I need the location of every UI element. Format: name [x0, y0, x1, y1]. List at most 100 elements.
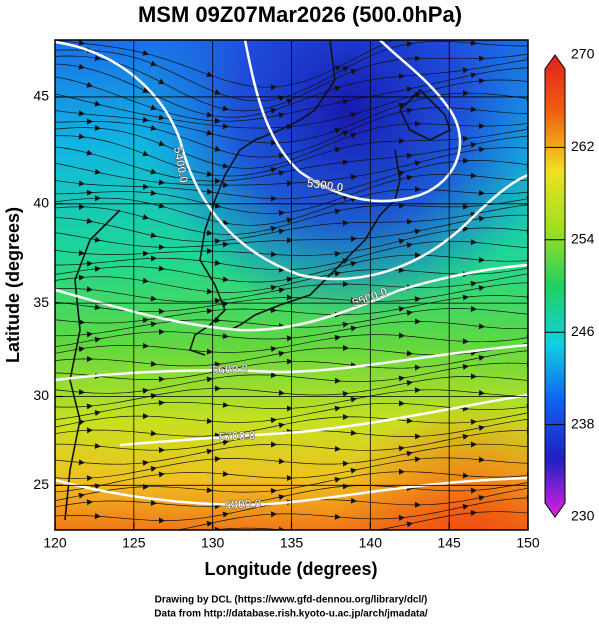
- x-tick-label: 140: [359, 535, 383, 551]
- stream-arrow: [206, 288, 213, 295]
- stream-arrow: [150, 60, 157, 67]
- stream-arrow: [470, 72, 477, 79]
- stream-arrow: [222, 439, 229, 446]
- coast-japan: [229, 149, 401, 331]
- stream-arrow: [206, 248, 213, 255]
- stream-arrow: [86, 355, 93, 362]
- streamline: [210, 511, 528, 530]
- stream-arrow: [406, 350, 413, 357]
- stream-arrow: [94, 195, 101, 202]
- stream-arrow: [94, 236, 101, 243]
- stream-arrow: [350, 112, 357, 118]
- stream-arrow: [414, 160, 421, 167]
- stream-arrow: [286, 405, 293, 412]
- stream-arrow: [406, 417, 413, 424]
- stream-arrow: [158, 179, 165, 186]
- stream-arrow: [142, 87, 149, 93]
- stream-arrow: [206, 521, 213, 527]
- stream-arrow: [334, 65, 341, 71]
- stream-arrow: [406, 380, 413, 387]
- stream-arrow: [150, 104, 157, 111]
- stream-arrow: [527, 29, 534, 36]
- streamline: [55, 40, 528, 102]
- streamline: [55, 173, 528, 214]
- colorbar-tick-label: 262: [571, 138, 595, 154]
- stream-arrow: [350, 396, 357, 403]
- x-tick-label: 130: [201, 535, 225, 551]
- stream-arrow: [86, 217, 93, 224]
- stream-arrow: [222, 182, 229, 189]
- stream-arrow: [470, 305, 477, 312]
- stream-arrow: [142, 413, 149, 420]
- stream-arrow: [206, 111, 213, 118]
- streamline: [55, 334, 528, 354]
- streamline: [55, 107, 528, 158]
- stream-arrow: [414, 228, 421, 235]
- x-tick-label: 150: [516, 535, 540, 551]
- contour-line: [243, 40, 462, 203]
- stream-arrow: [470, 373, 477, 380]
- stream-arrow: [150, 499, 157, 506]
- stream-arrow: [222, 333, 229, 340]
- stream-arrow: [222, 105, 229, 112]
- streamline: [175, 497, 528, 530]
- stream-arrow: [398, 73, 405, 80]
- stream-arrow: [478, 355, 485, 361]
- contour-label: 5600.0: [211, 361, 249, 377]
- streamline: [55, 128, 528, 177]
- streamline: [55, 67, 528, 122]
- stream-arrow: [222, 401, 229, 408]
- stream-arrow: [470, 172, 477, 179]
- stream-arrow: [350, 429, 357, 436]
- stream-arrow: [414, 318, 421, 325]
- stream-arrow: [278, 112, 285, 119]
- footer-line: Drawing by DCL (https://www.gfd-dennou.o…: [155, 595, 428, 606]
- stream-arrow: [286, 358, 293, 365]
- stream-arrow: [462, 338, 469, 345]
- stream-arrow: [94, 304, 101, 311]
- stream-arrow: [86, 403, 93, 410]
- stream-arrow: [278, 287, 285, 294]
- stream-arrow: [142, 183, 149, 190]
- stream-arrow: [206, 129, 213, 136]
- stream-arrow: [278, 458, 285, 465]
- streamline: [55, 376, 528, 408]
- stream-arrow: [270, 166, 277, 173]
- stream-arrow: [398, 375, 405, 382]
- stream-arrow: [286, 294, 293, 301]
- stream-arrow: [398, 514, 405, 521]
- stream-arrow: [414, 433, 421, 440]
- stream-arrow: [142, 116, 149, 123]
- stream-arrow: [398, 102, 405, 109]
- stream-arrow: [270, 284, 277, 291]
- stream-arrow: [406, 174, 413, 181]
- stream-arrow: [142, 342, 149, 349]
- streamline: [55, 135, 528, 182]
- stream-arrow: [342, 281, 349, 288]
- contour-label: 5700.0: [218, 428, 256, 444]
- stream-arrow: [78, 180, 85, 187]
- stream-arrow: [406, 107, 413, 114]
- stream-arrow: [462, 203, 469, 210]
- stream-arrow: [334, 127, 341, 134]
- streamline: [55, 92, 528, 144]
- stream-arrow: [398, 138, 405, 145]
- streamline: [55, 204, 528, 242]
- stream-arrow: [278, 210, 285, 217]
- contour-line: [55, 263, 528, 332]
- stream-arrow: [350, 174, 357, 181]
- stream-arrow: [206, 229, 213, 236]
- stream-arrow: [406, 86, 413, 93]
- stream-arrow: [398, 400, 405, 407]
- stream-arrow: [478, 215, 485, 222]
- stream-arrow: [478, 190, 485, 197]
- streamline: [55, 59, 528, 118]
- stream-arrow: [158, 376, 165, 383]
- stream-arrow: [414, 252, 421, 259]
- stream-arrow: [350, 260, 357, 267]
- stream-arrow: [342, 130, 349, 137]
- coastline: [64, 40, 451, 521]
- stream-arrow: [470, 40, 477, 46]
- y-tick-label: 45: [33, 88, 49, 104]
- stream-arrow: [286, 237, 293, 244]
